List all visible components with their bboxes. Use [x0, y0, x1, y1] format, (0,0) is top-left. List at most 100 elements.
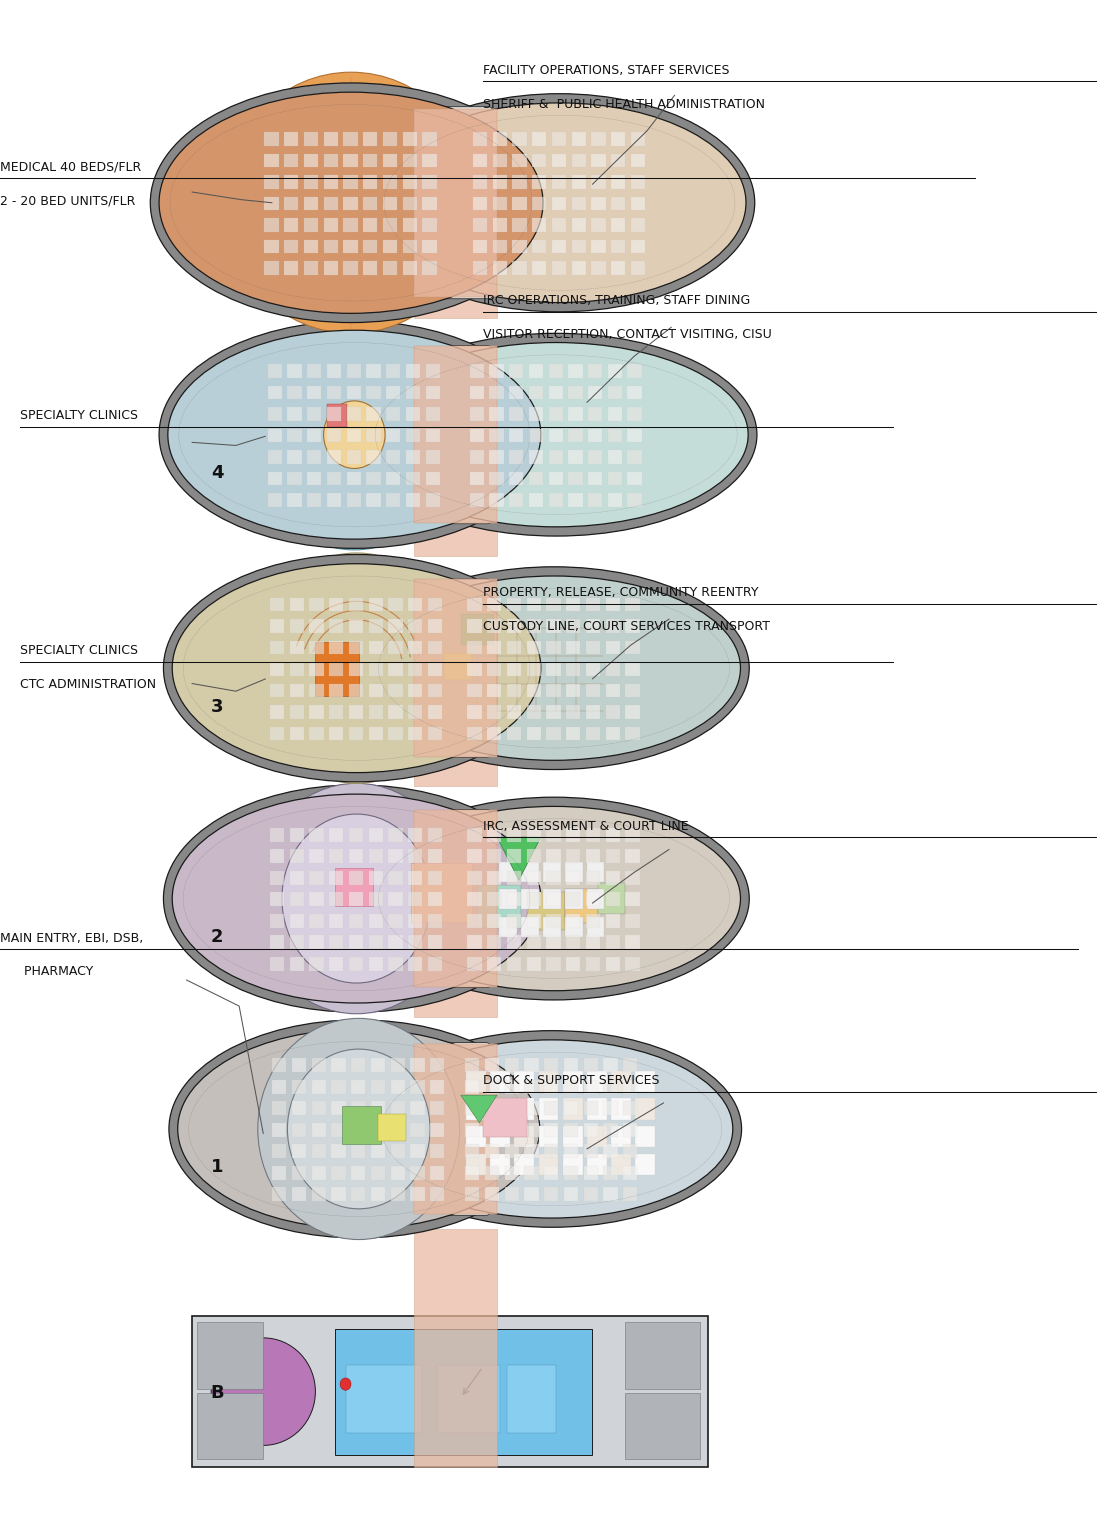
Bar — [270, 935, 284, 949]
Bar — [532, 218, 546, 232]
Bar — [309, 662, 324, 676]
Ellipse shape — [355, 333, 757, 536]
Bar — [584, 1187, 598, 1201]
Bar — [324, 175, 338, 189]
Bar — [383, 197, 397, 210]
Bar — [287, 429, 302, 442]
Bar — [477, 885, 521, 928]
Bar — [631, 261, 645, 275]
Bar — [329, 705, 343, 719]
Bar — [591, 175, 606, 189]
Bar — [388, 828, 403, 842]
Bar — [307, 386, 321, 399]
Bar — [485, 1058, 499, 1072]
Bar — [324, 154, 338, 167]
Bar — [410, 1101, 425, 1115]
Bar — [640, 157, 659, 178]
Bar — [349, 598, 363, 611]
Bar — [290, 849, 304, 863]
Bar — [347, 472, 361, 485]
Bar — [586, 705, 600, 719]
Bar — [524, 1080, 539, 1094]
Bar — [514, 1098, 534, 1120]
Bar — [509, 407, 523, 421]
Bar — [608, 472, 622, 485]
Bar — [461, 614, 494, 645]
Bar — [487, 828, 501, 842]
Bar — [403, 154, 417, 167]
Ellipse shape — [252, 783, 461, 1014]
Bar — [351, 1144, 365, 1158]
Bar — [386, 386, 400, 399]
Ellipse shape — [211, 1338, 316, 1445]
Bar — [467, 892, 482, 906]
Bar — [349, 957, 363, 971]
Bar — [272, 1080, 286, 1094]
Bar — [268, 429, 282, 442]
Bar — [552, 218, 566, 232]
Bar — [331, 1080, 346, 1094]
Bar — [403, 197, 417, 210]
Bar — [408, 619, 422, 633]
Bar — [631, 240, 645, 253]
Bar — [586, 641, 600, 654]
Bar — [411, 192, 455, 230]
Bar — [505, 1144, 519, 1158]
Bar — [598, 883, 625, 914]
Bar — [487, 935, 501, 949]
Bar — [505, 1123, 519, 1137]
Bar — [403, 240, 417, 253]
Bar — [548, 407, 563, 421]
Bar — [623, 1058, 637, 1072]
Bar — [588, 429, 602, 442]
Bar — [270, 849, 284, 863]
Bar — [603, 404, 631, 450]
Bar — [591, 197, 606, 210]
Bar — [603, 1187, 618, 1201]
Bar — [546, 662, 561, 676]
Bar — [529, 450, 543, 464]
Bar — [527, 935, 541, 949]
Polygon shape — [497, 837, 541, 880]
Bar — [270, 641, 284, 654]
Bar — [309, 957, 324, 971]
Bar — [329, 684, 343, 697]
Bar — [292, 1058, 306, 1072]
Bar — [422, 240, 437, 253]
Bar — [552, 240, 566, 253]
Bar — [422, 218, 437, 232]
Bar — [572, 197, 586, 210]
Bar — [564, 1058, 578, 1072]
Bar — [507, 828, 521, 842]
Bar — [422, 175, 437, 189]
Bar — [366, 407, 381, 421]
Bar — [465, 1144, 479, 1158]
Bar — [327, 404, 347, 427]
Bar — [410, 1166, 425, 1180]
Bar — [467, 914, 482, 928]
Bar — [529, 429, 543, 442]
Bar — [473, 175, 487, 189]
Bar — [568, 493, 583, 507]
Bar — [383, 132, 397, 146]
FancyBboxPatch shape — [419, 809, 491, 988]
Bar — [587, 1098, 607, 1120]
Bar — [527, 914, 541, 928]
Bar — [527, 871, 541, 885]
Bar — [327, 407, 341, 421]
Bar — [406, 493, 420, 507]
Bar — [349, 914, 363, 928]
Bar — [587, 1126, 607, 1147]
Bar — [611, 197, 625, 210]
Bar — [428, 619, 442, 633]
Bar — [470, 472, 484, 485]
Bar — [382, 143, 408, 170]
Bar — [591, 184, 611, 206]
Bar — [586, 598, 600, 611]
Bar — [343, 197, 358, 210]
Bar — [509, 364, 523, 378]
Bar — [546, 871, 561, 885]
Bar — [588, 386, 602, 399]
Bar — [426, 407, 440, 421]
Bar — [349, 705, 363, 719]
